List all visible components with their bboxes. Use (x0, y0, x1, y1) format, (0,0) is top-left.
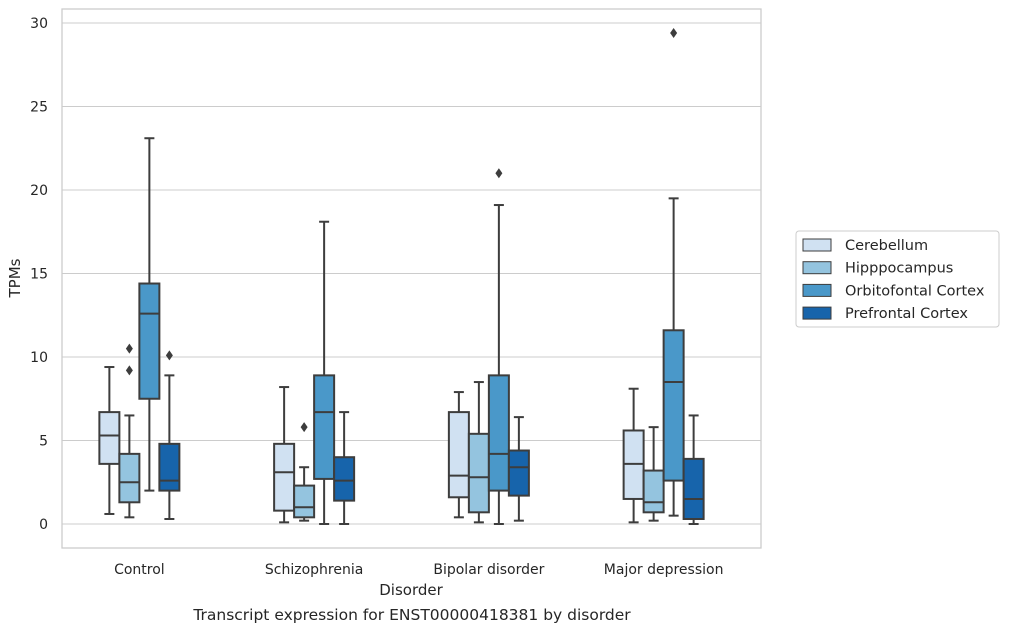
box-iqr (333, 456, 356, 502)
box-prefrontal-cortex (333, 411, 356, 525)
legend-label: Hipppocampus (845, 261, 953, 277)
x-tick-label: Schizophrenia (265, 562, 363, 578)
y-tick-label: 20 (30, 183, 48, 199)
gridlines (62, 22, 761, 525)
y-tick-label: 15 (30, 267, 48, 283)
outlier-point (125, 343, 133, 354)
legend-swatch (802, 261, 832, 275)
box-cerebellum (622, 387, 645, 524)
box-orbitofontal-cortex (138, 137, 161, 492)
y-tick-label: 5 (39, 434, 48, 450)
box-prefrontal-cortex (507, 416, 530, 522)
plot-frame (61, 8, 762, 549)
legend-swatch (802, 283, 832, 297)
box-iqr (467, 432, 490, 514)
chart-caption: Transcript expression for ENST0000041838… (193, 606, 631, 624)
x-axis-title: Disorder (379, 581, 443, 599)
y-tick-labels: 0 5 10 15 20 25 30 (30, 16, 48, 533)
outlier-point (300, 422, 308, 433)
x-tick-label: Major depression (604, 562, 724, 578)
y-tick-label: 25 (30, 100, 48, 116)
legend-swatch (802, 306, 832, 320)
box-orbitofontal-cortex (313, 220, 336, 525)
box-prefrontal-cortex (682, 414, 705, 525)
box-hipppocampus (642, 426, 665, 522)
box-iqr (642, 469, 665, 514)
legend-frame (795, 230, 1000, 328)
box-hipppocampus (293, 422, 316, 522)
box-iqr (487, 374, 510, 492)
outlier-point (125, 365, 133, 376)
outlier-point (165, 350, 173, 361)
box-iqr (293, 484, 316, 519)
box-iqr (682, 457, 705, 520)
box-iqr (273, 442, 296, 512)
box-hipppocampus (118, 343, 141, 519)
box-prefrontal-cortex (158, 350, 181, 520)
box-cerebellum (98, 366, 121, 515)
box-iqr (138, 282, 161, 400)
box-cerebellum (447, 391, 470, 519)
box-orbitofontal-cortex (487, 168, 510, 525)
y-tick-label: 10 (30, 350, 48, 366)
box-iqr (98, 411, 121, 465)
legend-swatch (802, 238, 832, 252)
boxes (98, 28, 705, 525)
box-iqr (158, 442, 181, 492)
legend-label: Cerebellum (845, 238, 928, 254)
y-axis-title: TPMs (6, 258, 24, 298)
box-iqr (507, 449, 530, 497)
legend: Cerebellum Hipppocampus Orbitofontal Corte… (795, 230, 1000, 328)
outlier-point (495, 168, 503, 179)
box-hipppocampus (467, 381, 490, 524)
x-tick-label: Bipolar disorder (433, 562, 544, 578)
box-orbitofontal-cortex (662, 28, 685, 517)
x-tick-label: Control (114, 562, 165, 578)
x-tick-labels: Control Schizophrenia Bipolar disorder Majo… (114, 562, 723, 578)
y-tick-label: 30 (30, 16, 48, 32)
y-tick-label: 0 (39, 517, 48, 533)
box-iqr (313, 374, 336, 480)
legend-label: Orbitofontal Cortex (845, 283, 985, 299)
box-iqr (118, 452, 141, 504)
box-iqr (662, 329, 685, 482)
legend-label: Prefrontal Cortex (845, 306, 968, 322)
outlier-point (670, 28, 678, 39)
box-cerebellum (273, 386, 296, 524)
box-iqr (447, 411, 470, 499)
